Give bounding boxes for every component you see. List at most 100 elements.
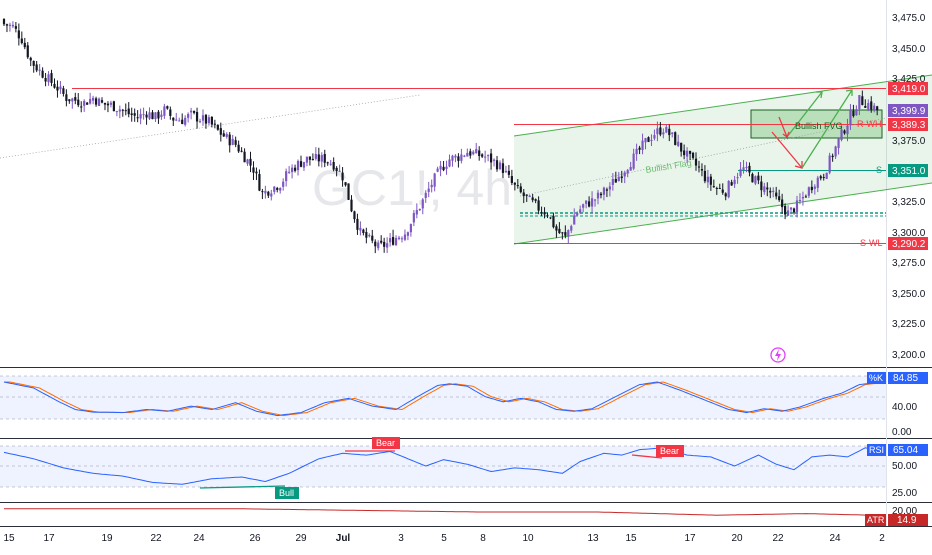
candle-body[interactable] (86, 102, 89, 105)
candle-body[interactable] (611, 179, 614, 185)
candle-body[interactable] (686, 150, 689, 157)
candle-body[interactable] (757, 175, 760, 181)
candle-body[interactable] (302, 161, 306, 168)
candle-body[interactable] (2, 19, 6, 25)
candle-body[interactable] (623, 172, 626, 177)
candle-body[interactable] (394, 238, 398, 246)
candle-body[interactable] (576, 213, 579, 216)
candle-body[interactable] (608, 186, 611, 190)
candle-body[interactable] (326, 162, 329, 164)
candle-body[interactable] (543, 212, 546, 215)
candle-body[interactable] (629, 167, 632, 171)
candle-body[interactable] (308, 156, 312, 160)
candle-body[interactable] (739, 169, 742, 176)
candle-body[interactable] (816, 177, 819, 188)
candle-body[interactable] (273, 186, 276, 192)
candle-body[interactable] (305, 156, 309, 163)
candle-body[interactable] (736, 177, 739, 179)
candle-body[interactable] (552, 215, 555, 228)
candle-body[interactable] (789, 207, 793, 210)
candle-body[interactable] (261, 191, 264, 193)
candle-body[interactable] (709, 176, 712, 185)
candle-body[interactable] (59, 86, 62, 90)
candle-body[interactable] (784, 205, 787, 215)
candle-body[interactable] (855, 110, 858, 116)
candle-body[interactable] (97, 98, 101, 106)
candle-body[interactable] (249, 158, 252, 166)
candle-body[interactable] (400, 238, 404, 240)
candle-body[interactable] (169, 109, 172, 116)
candle-body[interactable] (74, 97, 77, 101)
candle-body[interactable] (683, 150, 686, 156)
candle-body[interactable] (89, 99, 92, 104)
candle-body[interactable] (861, 96, 864, 105)
candle-body[interactable] (172, 117, 175, 121)
candle-body[interactable] (442, 166, 445, 171)
candle-body[interactable] (264, 190, 267, 194)
candle-body[interactable] (804, 196, 807, 198)
candle-body[interactable] (210, 116, 213, 125)
candle-body[interactable] (65, 94, 68, 101)
candle-body[interactable] (216, 124, 219, 130)
candle-body[interactable] (53, 83, 56, 88)
candle-body[interactable] (151, 112, 154, 120)
candle-body[interactable] (555, 226, 558, 231)
candle-body[interactable] (50, 73, 53, 83)
candle-body[interactable] (650, 139, 653, 141)
candle-body[interactable] (389, 238, 392, 243)
candle-body[interactable] (276, 187, 279, 190)
candle-body[interactable] (825, 172, 828, 179)
channel-upper-line[interactable] (513, 74, 932, 137)
candle-body[interactable] (819, 176, 822, 179)
candle-body[interactable] (644, 138, 647, 143)
candle-body[interactable] (590, 198, 594, 207)
candle-body[interactable] (489, 153, 493, 163)
candle-body[interactable] (293, 167, 297, 171)
candle-body[interactable] (255, 171, 258, 174)
candle-body[interactable] (77, 99, 80, 106)
candle-body[interactable] (570, 226, 573, 231)
candle-body[interactable] (252, 167, 255, 173)
candle-body[interactable] (691, 152, 695, 158)
candle-body[interactable] (448, 159, 451, 167)
candle-body[interactable] (801, 197, 805, 199)
candle-body[interactable] (44, 77, 47, 82)
candle-body[interactable] (469, 151, 472, 156)
candle-body[interactable] (332, 161, 335, 170)
candle-body[interactable] (421, 199, 424, 209)
candle-body[interactable] (873, 105, 876, 111)
candle-body[interactable] (513, 182, 516, 185)
candle-body[interactable] (766, 187, 769, 190)
candle-body[interactable] (507, 170, 510, 175)
candle-body[interactable] (484, 156, 487, 158)
candle-body[interactable] (231, 138, 234, 145)
candle-body[interactable] (5, 24, 9, 26)
candle-body[interactable] (730, 182, 733, 186)
candle-body[interactable] (115, 111, 118, 113)
candle-body[interactable] (810, 186, 813, 191)
candle-body[interactable] (582, 204, 585, 208)
candle-body[interactable] (593, 199, 597, 201)
candle-body[interactable] (106, 103, 110, 106)
candle-body[interactable] (118, 109, 121, 112)
candle-body[interactable] (350, 199, 353, 212)
candle-body[interactable] (481, 154, 484, 157)
candle-body[interactable] (501, 163, 505, 173)
candle-body[interactable] (32, 60, 35, 66)
candle-body[interactable] (71, 98, 74, 102)
candle-body[interactable] (329, 163, 332, 165)
candle-body[interactable] (769, 190, 772, 193)
candle-body[interactable] (715, 187, 718, 189)
candle-body[interactable] (377, 242, 380, 249)
candle-body[interactable] (561, 232, 564, 234)
candle-body[interactable] (344, 182, 347, 186)
candle-body[interactable] (288, 171, 291, 173)
candle-body[interactable] (130, 113, 133, 115)
candle-body[interactable] (195, 112, 199, 122)
candle-body[interactable] (546, 215, 549, 217)
candle-body[interactable] (160, 114, 163, 117)
candle-body[interactable] (534, 199, 537, 201)
candle-body[interactable] (240, 150, 243, 152)
candle-body[interactable] (587, 201, 591, 207)
candle-body[interactable] (112, 101, 115, 112)
